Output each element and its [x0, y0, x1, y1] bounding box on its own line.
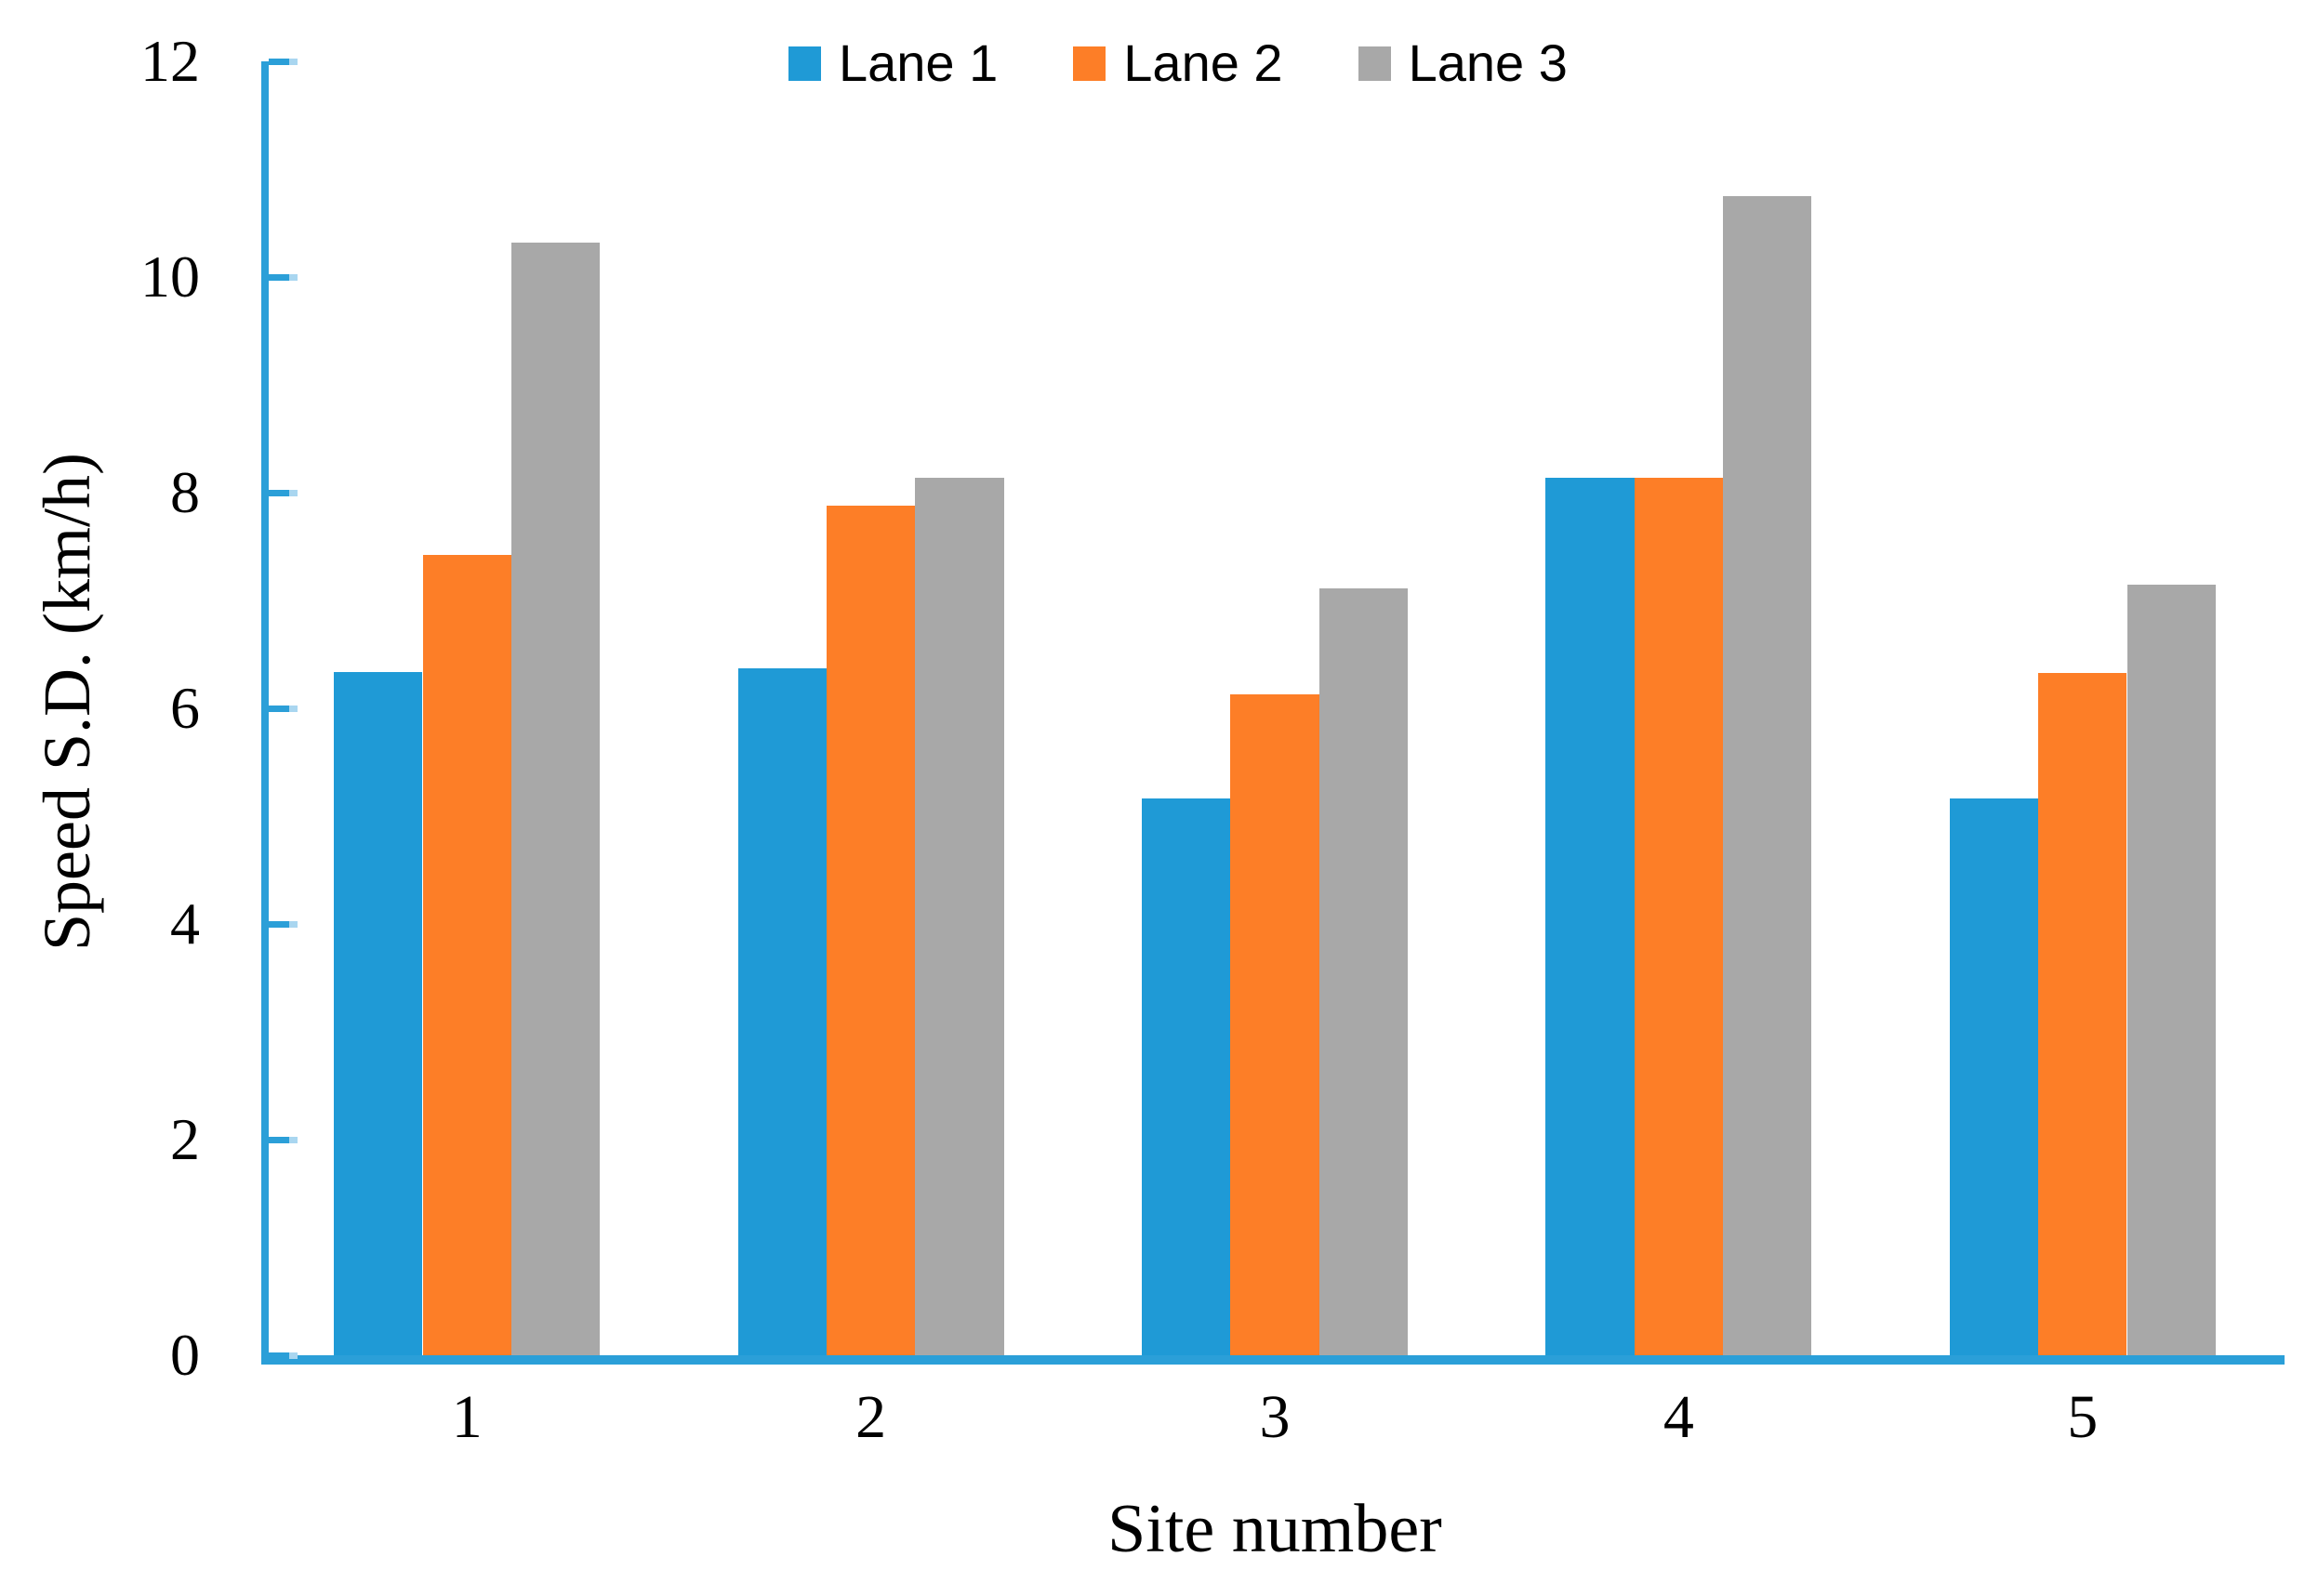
- y-tick-mark: [269, 1136, 289, 1143]
- y-tick-mark: [269, 489, 289, 496]
- legend-item-lane1: Lane 1: [788, 37, 998, 89]
- bar-lane1-site4: [1545, 477, 1635, 1355]
- bar-lane2-site4: [1634, 477, 1724, 1355]
- y-tick-mark: [269, 58, 289, 65]
- y-axis-line: [261, 61, 269, 1359]
- x-tick-label: 5: [2067, 1383, 2099, 1451]
- bar-lane2-site5: [2038, 672, 2127, 1355]
- bar-lane3-site4: [1723, 196, 1812, 1355]
- x-tick-label: 3: [1259, 1383, 1291, 1451]
- y-tick-mark-tip: [289, 489, 298, 496]
- y-tick-label: 12: [140, 28, 200, 94]
- y-tick-mark-tip: [289, 1136, 298, 1143]
- bar-lane3-site3: [1318, 588, 1409, 1355]
- legend-swatch-icon: [1358, 46, 1391, 81]
- y-tick-mark: [269, 920, 289, 928]
- bar-lane1-site1: [334, 671, 423, 1355]
- y-tick-label: 0: [170, 1322, 200, 1388]
- legend-label: Lane 1: [839, 33, 999, 92]
- bar-lane1-site3: [1141, 798, 1231, 1355]
- legend-swatch-icon: [1073, 46, 1106, 81]
- bar-lane2-site1: [422, 555, 511, 1355]
- y-tick-mark: [269, 1352, 289, 1359]
- bar-lane2-site3: [1230, 693, 1319, 1355]
- y-tick-mark-tip: [289, 920, 298, 928]
- legend: Lane 1 Lane 2 Lane 3: [788, 37, 1568, 89]
- bar-lane2-site2: [826, 505, 916, 1355]
- y-tick-mark-tip: [289, 705, 298, 712]
- bar-lane1-site5: [1949, 798, 2039, 1355]
- bar-lane1-site2: [737, 668, 827, 1355]
- bar-lane3-site5: [2126, 584, 2216, 1355]
- x-axis-line: [261, 1355, 2285, 1365]
- plot-area: 0 2 4 6 8 10 12 1 2 3 4 5: [140, 32, 2285, 1448]
- y-tick-mark: [269, 273, 289, 281]
- legend-label: Lane 3: [1408, 33, 1568, 92]
- legend-label: Lane 2: [1123, 33, 1283, 92]
- y-tick-mark-tip: [289, 273, 298, 281]
- y-tick-label: 8: [170, 459, 200, 525]
- bar-lane3-site2: [915, 477, 1004, 1355]
- x-axis-title: Site number: [1107, 1491, 1442, 1567]
- y-tick-mark-tip: [289, 1352, 298, 1359]
- legend-swatch-icon: [788, 46, 821, 81]
- y-tick-mark: [269, 705, 289, 712]
- y-tick-mark-tip: [289, 58, 298, 65]
- x-tick-label: 1: [451, 1383, 483, 1451]
- legend-item-lane2: Lane 2: [1073, 33, 1283, 92]
- bar-lane3-site1: [510, 242, 601, 1355]
- x-tick-label: 4: [1663, 1383, 1694, 1451]
- y-tick-label: 4: [170, 890, 200, 956]
- y-tick-label: 10: [140, 244, 200, 310]
- legend-item-lane3: Lane 3: [1358, 37, 1568, 89]
- y-tick-label: 6: [170, 675, 200, 741]
- x-tick-label: 2: [855, 1383, 887, 1451]
- y-tick-label: 2: [170, 1106, 200, 1172]
